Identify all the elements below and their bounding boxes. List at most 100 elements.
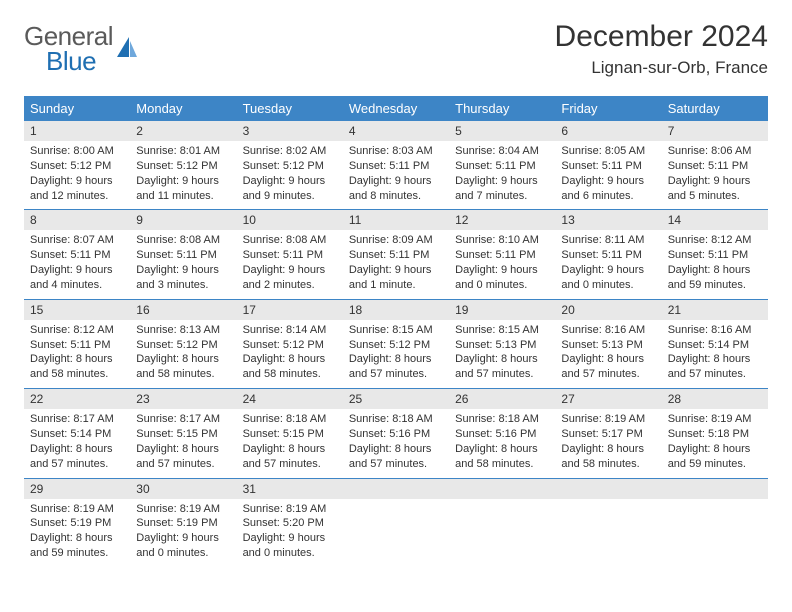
day-body: Sunrise: 8:16 AMSunset: 5:13 PMDaylight:… <box>555 320 661 388</box>
day-body: Sunrise: 8:17 AMSunset: 5:15 PMDaylight:… <box>130 409 236 477</box>
day-number: 6 <box>555 121 661 141</box>
sunset-line: Sunset: 5:15 PM <box>243 427 337 442</box>
daylight-line: Daylight: 8 hours and 59 minutes. <box>30 531 124 561</box>
daylight-line: Daylight: 9 hours and 0 minutes. <box>561 263 655 293</box>
calendar-day-cell: 30Sunrise: 8:19 AMSunset: 5:19 PMDayligh… <box>130 478 236 567</box>
day-body: Sunrise: 8:19 AMSunset: 5:19 PMDaylight:… <box>24 499 130 567</box>
day-number: 23 <box>130 389 236 409</box>
weekday-header: Thursday <box>449 96 555 121</box>
page-header: General Blue December 2024 Lignan-sur-Or… <box>24 20 768 78</box>
sunset-line: Sunset: 5:12 PM <box>349 338 443 353</box>
calendar-day-cell: 5Sunrise: 8:04 AMSunset: 5:11 PMDaylight… <box>449 121 555 210</box>
day-body-empty <box>662 499 768 559</box>
daylight-line: Daylight: 9 hours and 3 minutes. <box>136 263 230 293</box>
daylight-line: Daylight: 9 hours and 9 minutes. <box>243 174 337 204</box>
day-body: Sunrise: 8:04 AMSunset: 5:11 PMDaylight:… <box>449 141 555 209</box>
sunrise-line: Sunrise: 8:19 AM <box>243 502 337 517</box>
day-number: 19 <box>449 300 555 320</box>
sunset-line: Sunset: 5:13 PM <box>455 338 549 353</box>
sunset-line: Sunset: 5:16 PM <box>349 427 443 442</box>
sunset-line: Sunset: 5:11 PM <box>455 159 549 174</box>
daylight-line: Daylight: 8 hours and 58 minutes. <box>455 442 549 472</box>
sunrise-line: Sunrise: 8:02 AM <box>243 144 337 159</box>
sunset-line: Sunset: 5:18 PM <box>668 427 762 442</box>
sunrise-line: Sunrise: 8:01 AM <box>136 144 230 159</box>
day-number: 20 <box>555 300 661 320</box>
location-text: Lignan-sur-Orb, France <box>555 58 768 78</box>
daylight-line: Daylight: 8 hours and 58 minutes. <box>243 352 337 382</box>
day-number-empty <box>662 479 768 499</box>
daylight-line: Daylight: 8 hours and 59 minutes. <box>668 263 762 293</box>
day-number: 18 <box>343 300 449 320</box>
day-body: Sunrise: 8:18 AMSunset: 5:15 PMDaylight:… <box>237 409 343 477</box>
sunset-line: Sunset: 5:11 PM <box>349 248 443 263</box>
daylight-line: Daylight: 8 hours and 57 minutes. <box>668 352 762 382</box>
sunrise-line: Sunrise: 8:17 AM <box>30 412 124 427</box>
calendar-week-row: 1Sunrise: 8:00 AMSunset: 5:12 PMDaylight… <box>24 121 768 210</box>
calendar-day-cell: 22Sunrise: 8:17 AMSunset: 5:14 PMDayligh… <box>24 389 130 478</box>
day-number: 16 <box>130 300 236 320</box>
daylight-line: Daylight: 9 hours and 0 minutes. <box>136 531 230 561</box>
calendar-day-cell: 4Sunrise: 8:03 AMSunset: 5:11 PMDaylight… <box>343 121 449 210</box>
day-body-empty <box>449 499 555 559</box>
calendar-week-row: 22Sunrise: 8:17 AMSunset: 5:14 PMDayligh… <box>24 389 768 478</box>
day-body: Sunrise: 8:03 AMSunset: 5:11 PMDaylight:… <box>343 141 449 209</box>
sunset-line: Sunset: 5:12 PM <box>136 159 230 174</box>
daylight-line: Daylight: 8 hours and 58 minutes. <box>136 352 230 382</box>
day-number: 12 <box>449 210 555 230</box>
brand-part2: Blue <box>24 49 113 74</box>
calendar-day-cell <box>662 478 768 567</box>
day-number: 24 <box>237 389 343 409</box>
day-body: Sunrise: 8:15 AMSunset: 5:13 PMDaylight:… <box>449 320 555 388</box>
day-body: Sunrise: 8:10 AMSunset: 5:11 PMDaylight:… <box>449 230 555 298</box>
calendar-day-cell: 23Sunrise: 8:17 AMSunset: 5:15 PMDayligh… <box>130 389 236 478</box>
sail-icon <box>115 35 139 65</box>
sunrise-line: Sunrise: 8:14 AM <box>243 323 337 338</box>
sunrise-line: Sunrise: 8:08 AM <box>136 233 230 248</box>
sunrise-line: Sunrise: 8:19 AM <box>561 412 655 427</box>
day-body: Sunrise: 8:19 AMSunset: 5:20 PMDaylight:… <box>237 499 343 567</box>
calendar-week-row: 29Sunrise: 8:19 AMSunset: 5:19 PMDayligh… <box>24 478 768 567</box>
sunset-line: Sunset: 5:20 PM <box>243 516 337 531</box>
calendar-day-cell: 19Sunrise: 8:15 AMSunset: 5:13 PMDayligh… <box>449 299 555 388</box>
sunset-line: Sunset: 5:11 PM <box>30 248 124 263</box>
daylight-line: Daylight: 9 hours and 0 minutes. <box>455 263 549 293</box>
weekday-header: Monday <box>130 96 236 121</box>
daylight-line: Daylight: 9 hours and 4 minutes. <box>30 263 124 293</box>
brand-logo-text: General Blue <box>24 24 113 73</box>
day-body: Sunrise: 8:17 AMSunset: 5:14 PMDaylight:… <box>24 409 130 477</box>
calendar-day-cell: 18Sunrise: 8:15 AMSunset: 5:12 PMDayligh… <box>343 299 449 388</box>
sunrise-line: Sunrise: 8:12 AM <box>668 233 762 248</box>
day-body: Sunrise: 8:12 AMSunset: 5:11 PMDaylight:… <box>24 320 130 388</box>
sunset-line: Sunset: 5:13 PM <box>561 338 655 353</box>
daylight-line: Daylight: 9 hours and 1 minute. <box>349 263 443 293</box>
sunrise-line: Sunrise: 8:04 AM <box>455 144 549 159</box>
day-body: Sunrise: 8:01 AMSunset: 5:12 PMDaylight:… <box>130 141 236 209</box>
sunset-line: Sunset: 5:12 PM <box>136 338 230 353</box>
daylight-line: Daylight: 9 hours and 5 minutes. <box>668 174 762 204</box>
sunrise-line: Sunrise: 8:00 AM <box>30 144 124 159</box>
daylight-line: Daylight: 9 hours and 0 minutes. <box>243 531 337 561</box>
sunset-line: Sunset: 5:17 PM <box>561 427 655 442</box>
sunset-line: Sunset: 5:14 PM <box>668 338 762 353</box>
daylight-line: Daylight: 9 hours and 7 minutes. <box>455 174 549 204</box>
calendar-day-cell: 27Sunrise: 8:19 AMSunset: 5:17 PMDayligh… <box>555 389 661 478</box>
sunset-line: Sunset: 5:19 PM <box>30 516 124 531</box>
sunrise-line: Sunrise: 8:05 AM <box>561 144 655 159</box>
day-number: 4 <box>343 121 449 141</box>
day-number-empty <box>555 479 661 499</box>
sunset-line: Sunset: 5:11 PM <box>30 338 124 353</box>
daylight-line: Daylight: 8 hours and 57 minutes. <box>136 442 230 472</box>
weekday-header: Tuesday <box>237 96 343 121</box>
calendar-day-cell: 26Sunrise: 8:18 AMSunset: 5:16 PMDayligh… <box>449 389 555 478</box>
daylight-line: Daylight: 9 hours and 6 minutes. <box>561 174 655 204</box>
calendar-day-cell <box>555 478 661 567</box>
day-body: Sunrise: 8:05 AMSunset: 5:11 PMDaylight:… <box>555 141 661 209</box>
day-number: 26 <box>449 389 555 409</box>
calendar-day-cell: 20Sunrise: 8:16 AMSunset: 5:13 PMDayligh… <box>555 299 661 388</box>
calendar-day-cell: 13Sunrise: 8:11 AMSunset: 5:11 PMDayligh… <box>555 210 661 299</box>
day-number: 14 <box>662 210 768 230</box>
day-number: 13 <box>555 210 661 230</box>
calendar-body: 1Sunrise: 8:00 AMSunset: 5:12 PMDaylight… <box>24 121 768 567</box>
daylight-line: Daylight: 8 hours and 57 minutes. <box>349 442 443 472</box>
